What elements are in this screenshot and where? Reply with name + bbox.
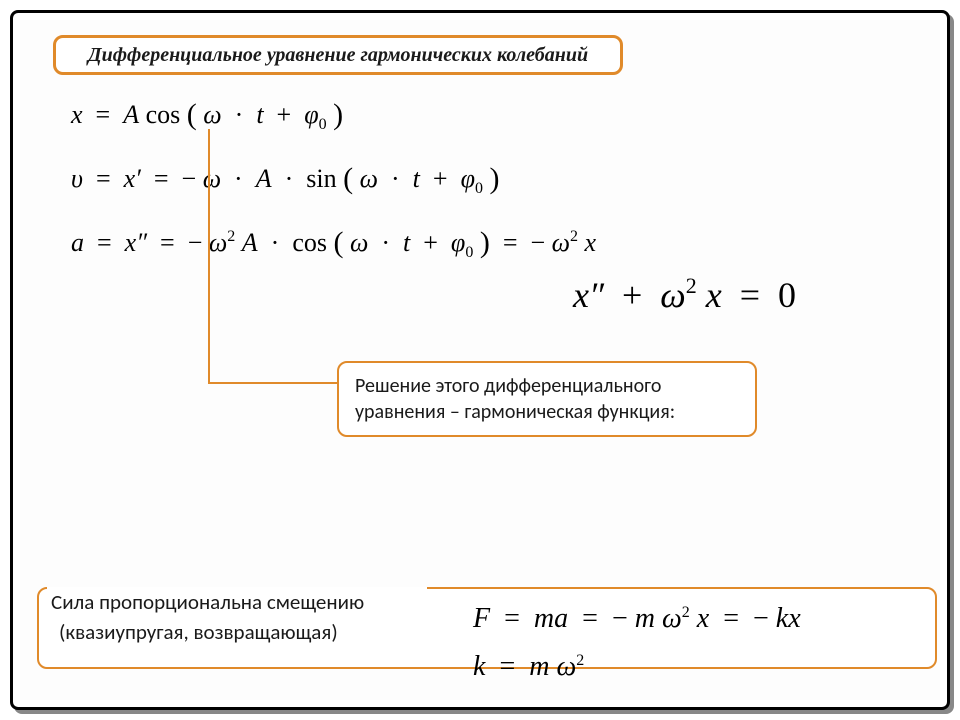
callout-box: Решение этого дифференциального уравнени… bbox=[337, 361, 757, 437]
eq-a: a = x″ = − ω2 A · cos ( ω · t + φ0 ) = −… bbox=[71, 225, 596, 262]
main-frame: Дифференциальное уравнение гармонических… bbox=[10, 10, 950, 710]
connector-vertical bbox=[208, 129, 210, 384]
title-text: Дифференциальное уравнение гармонических… bbox=[88, 44, 588, 67]
force-text-1: Сила пропорциональна смещению bbox=[47, 587, 427, 617]
connector-horizontal bbox=[208, 382, 338, 384]
title-box: Дифференциальное уравнение гармонических… bbox=[53, 35, 623, 75]
eq-k: k = m ω2 bbox=[473, 651, 584, 683]
callout-text: Решение этого дифференциального уравнени… bbox=[355, 374, 675, 424]
eq-ode: x″ + ω2 x = 0 bbox=[573, 273, 796, 316]
eq-v: υ = x′ = − ω · A · sin ( ω · t + φ0 ) bbox=[71, 161, 499, 198]
force-text-2: (квазиупругая, возвращающая) bbox=[55, 617, 425, 647]
eq-force: F = ma = − m ω2 x = − kx bbox=[473, 603, 801, 635]
